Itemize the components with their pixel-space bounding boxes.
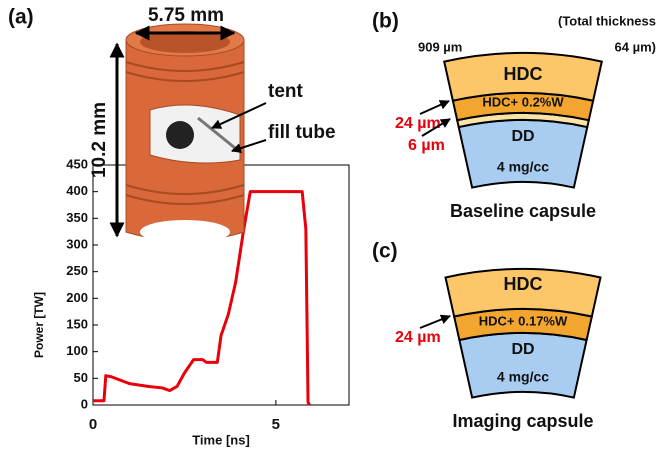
y-axis-label: Power [TW] <box>32 292 46 358</box>
layer-label: 4 mg/cc <box>497 369 549 385</box>
layer-label: 4 mg/cc <box>497 159 549 175</box>
y-tick-label: 250 <box>66 263 88 278</box>
y-tick-label: 50 <box>74 370 88 385</box>
annotation: 64 µm) <box>615 39 656 54</box>
figure: 0 50 100 150 200 250 300 350 400 450 0 5 Time [ns] Po… <box>0 0 661 459</box>
fill-tube-label: fill tube <box>268 122 336 143</box>
layer-label: DD <box>511 341 534 358</box>
y-tick-label: 150 <box>66 316 88 331</box>
y-tick-label: 350 <box>66 210 88 225</box>
x-axis-label: Time [ns] <box>192 432 250 447</box>
y-tick-label: 400 <box>66 183 88 198</box>
y-tick-label: 450 <box>66 156 88 171</box>
x-tick-label: 5 <box>272 416 280 433</box>
panel-label: (a) <box>8 6 34 29</box>
annotation: 909 µm <box>418 39 462 54</box>
thickness-label: 6 µm <box>408 137 445 154</box>
caption: Imaging capsule <box>452 411 593 431</box>
panel-label: (c) <box>372 240 398 263</box>
y-tick-label: 300 <box>66 236 88 251</box>
tent-label: tent <box>268 81 304 102</box>
layer-label: HDC <box>504 274 543 294</box>
y-tick-label: 0 <box>81 396 88 411</box>
height-label: 10.2 mm <box>89 102 110 178</box>
layer-label: HDC+ 0.17%W <box>479 313 568 328</box>
thickness-label: 24 µm <box>395 329 441 346</box>
caption: Baseline capsule <box>450 201 596 221</box>
layer-label: HDC <box>504 64 543 84</box>
layer-label: DD <box>511 128 534 145</box>
panel-label: (b) <box>372 10 399 33</box>
width-label: 5.75 mm <box>148 5 224 26</box>
hohlraum-drawing <box>117 24 266 244</box>
page: 0 50 100 150 200 250 300 350 400 450 0 5 Time [ns] Po… <box>0 0 661 459</box>
y-tick-label: 100 <box>66 343 88 358</box>
x-tick-label: 0 <box>89 416 97 433</box>
annotation: (Total thickness <box>558 13 656 28</box>
y-tick-label: 200 <box>66 290 88 305</box>
layer-label: HDC+ 0.2%W <box>482 94 564 109</box>
